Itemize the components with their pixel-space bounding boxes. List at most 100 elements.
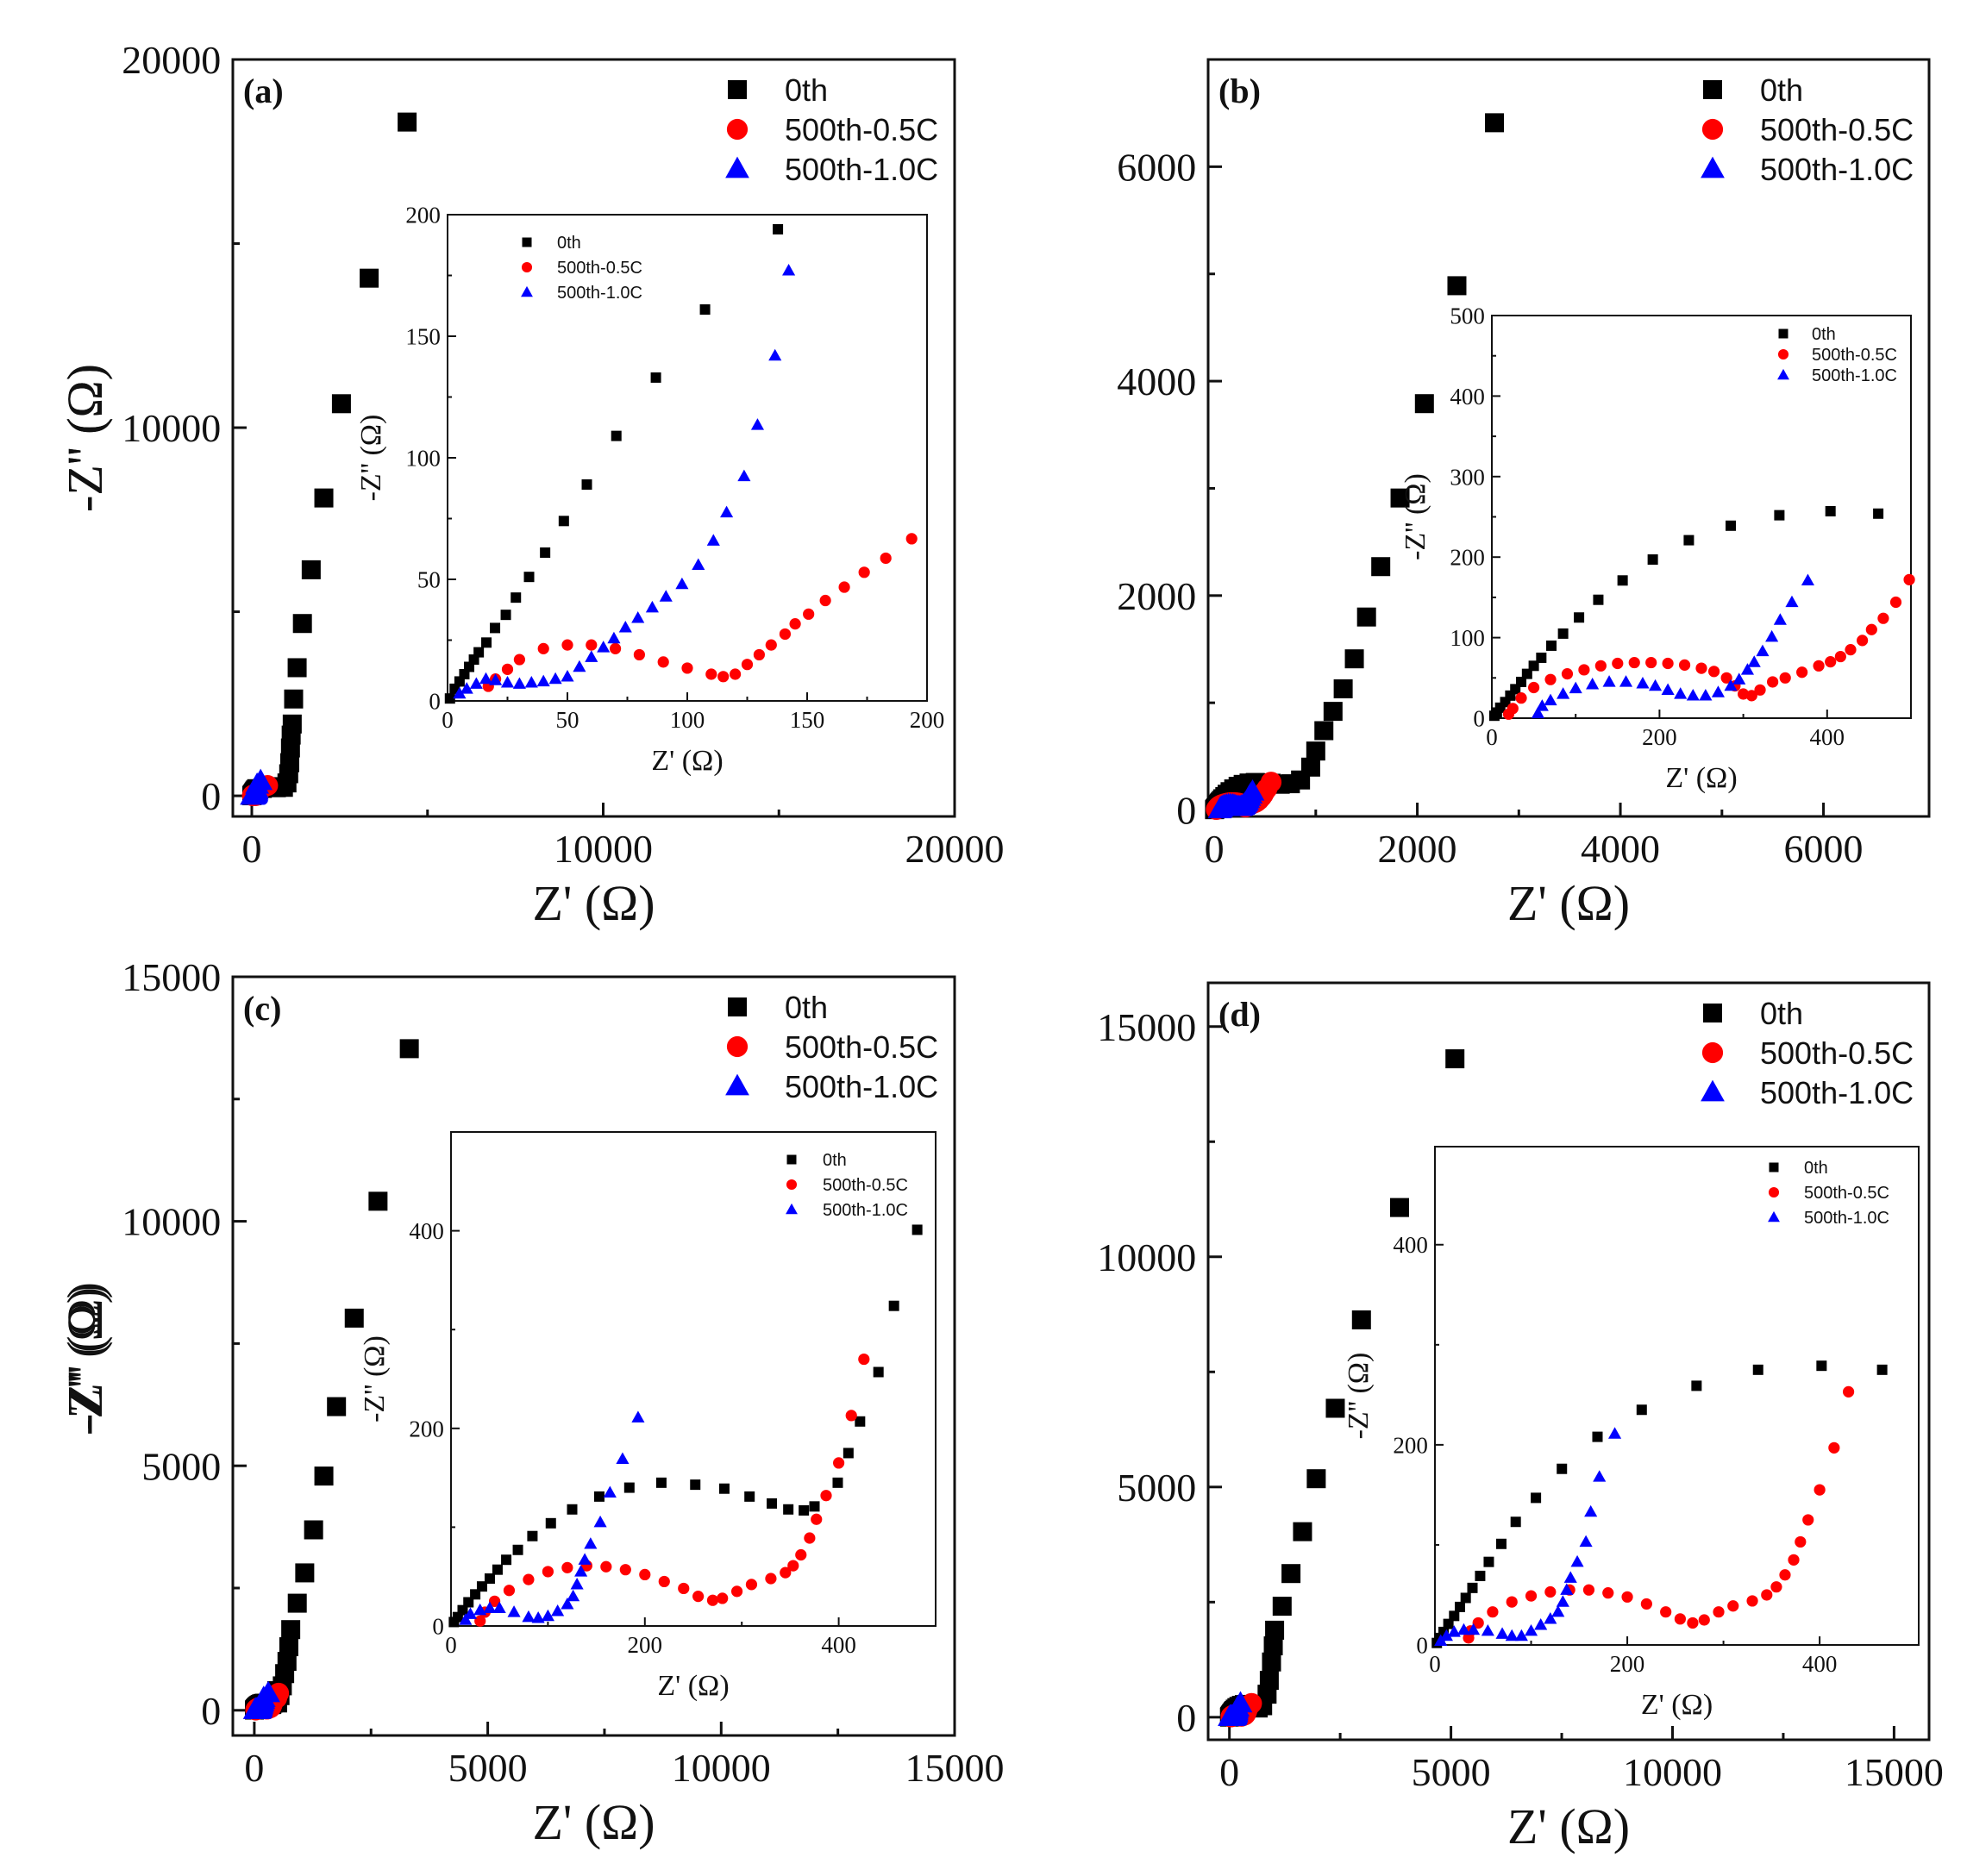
inset-triangle-marker [522,1610,536,1623]
inset-x-axis-title: Z' (Ω) [1665,762,1737,794]
inset-square-marker [463,1597,474,1608]
inset-legend-triangle-marker [521,285,533,297]
main-square-marker [1325,1398,1345,1418]
inset-circle-marker [787,1560,799,1572]
inset-triangle-marker [483,1601,497,1614]
inset-circle-marker [1842,1385,1855,1398]
x-tick-label: 15000 [905,1746,1005,1790]
panel-label: (d) [1218,995,1261,1034]
inset-circle-marker [1754,684,1766,696]
inset-x-axis-title: Z' (Ω) [1641,1689,1713,1721]
y-tick-label: 50 [417,566,441,592]
inset-triangle-marker [507,1605,521,1617]
x-tick-label: 5000 [1412,1750,1491,1794]
inset-square-marker [512,1544,523,1555]
y-tick-label: 2000 [1117,574,1196,618]
main-square-marker [1333,679,1353,699]
x-tick-label: 200 [1610,1651,1645,1677]
inset-circle-marker [905,533,918,545]
legend-square-marker [1703,1004,1722,1022]
inset-triangle-marker [1531,706,1545,719]
inset-circle-marker [1674,1613,1687,1625]
inset-circle-marker [1515,692,1527,704]
inset-square-marker [855,1416,866,1427]
main-square-marker [1272,1597,1292,1616]
inset-circle-marker [523,1573,535,1585]
inset-triangle-marker [1608,1427,1622,1439]
inset-triangle-marker [1557,687,1570,699]
inset-circle-marker [765,639,777,651]
main-square-marker [1300,757,1320,777]
inset-triangle-marker [1586,677,1600,690]
inset-circle-marker [1761,1589,1773,1601]
inset-square-marker [1774,510,1785,521]
inset-circle-marker [1857,635,1869,647]
inset-square-marker [1876,1364,1888,1375]
inset-legend-label: 500th-0.5C [1804,1184,1889,1203]
y-tick-label: 0 [1176,789,1196,833]
y-tick-label: 150 [405,323,441,349]
inset-square-marker [1557,1463,1568,1474]
inset-square-marker [1467,1582,1478,1593]
inset-triangle-marker [1495,1627,1509,1639]
y-tick-label: 0 [201,774,221,818]
y-axis-title: -Z'' (Ω) [57,1282,113,1430]
legend-label: 500th-1.0C [1760,152,1914,187]
inset-triangle-marker [1505,1629,1519,1642]
y-tick-label: 10000 [122,1200,221,1244]
inset-square-marker [1816,1360,1827,1372]
main-square-marker [314,488,334,508]
y-tick-label: 6000 [1117,145,1196,189]
inset-circle-marker [1713,1606,1725,1618]
inset-triangle-marker [659,590,673,602]
inset-circle-marker [1578,664,1590,676]
panel-c: 0 5000 10000 15000 0 5000 10000 15000 Z' (Ω) -Z''… [57,955,1005,1850]
inset-square-marker [799,1504,810,1516]
inset-circle-marker [1845,644,1857,656]
inset-circle-marker [1678,659,1691,671]
y-tick-label: 200 [405,202,441,228]
inset-triangle-marker [500,676,515,688]
main-square-marker [280,753,300,772]
inset-triangle-marker [1747,655,1761,667]
inset-circle-marker [880,552,892,565]
inset-circle-marker [1795,1535,1807,1548]
x-tick-label: 200 [1642,724,1677,750]
inset-legend-square-marker [786,1154,797,1165]
inset-triangle-marker [1765,629,1779,642]
inset-circle-marker [820,1490,832,1502]
inset-square-marker [744,1491,755,1502]
inset-triangle-marker [1447,1625,1461,1637]
inset-circle-marker [586,639,598,651]
inset-legend-label: 0th [557,234,581,253]
inset-circle-marker [1544,1585,1557,1598]
x-tick-label: 400 [821,1632,856,1658]
inset-plot: 0 200 400 0 100 200 300 400 500 Z' (Ω) -Z'' (Ω) 0th… [1400,303,1915,794]
inset-square-marker [650,372,661,383]
inset-square-marker [567,1504,578,1515]
inset-triangle-marker [631,1410,645,1423]
inset-legend-label: 0th [1804,1159,1828,1178]
inset-circle-marker [1903,573,1915,585]
inset-circle-marker [1825,656,1837,668]
panel-label: (c) [243,989,281,1028]
inset-square-marker [540,547,551,558]
inset-square-marker [767,1498,778,1509]
inset-square-marker [484,1573,495,1584]
inset-circle-marker [633,648,646,661]
inset-square-marker [1636,1404,1647,1416]
inset-triangle-marker [567,1589,580,1602]
inset-plot-frame [447,214,928,702]
inset-x-axis-title: Z' (Ω) [651,745,723,777]
inset-legend-label: 500th-0.5C [557,259,642,278]
main-triangle-marker [248,768,273,791]
inset-circle-marker [1602,1587,1614,1599]
y-tick-label: 20000 [122,38,221,82]
x-tick-label: 50 [556,707,579,733]
inset-triangle-marker [473,1603,487,1616]
inset-square-marker [1454,1601,1465,1612]
inset-y-axis-title: -Z'' (Ω) [355,415,387,502]
inset-circle-marker [779,628,792,641]
y-tick-label: 200 [1450,545,1485,571]
inset-triangle-marker [631,611,645,623]
